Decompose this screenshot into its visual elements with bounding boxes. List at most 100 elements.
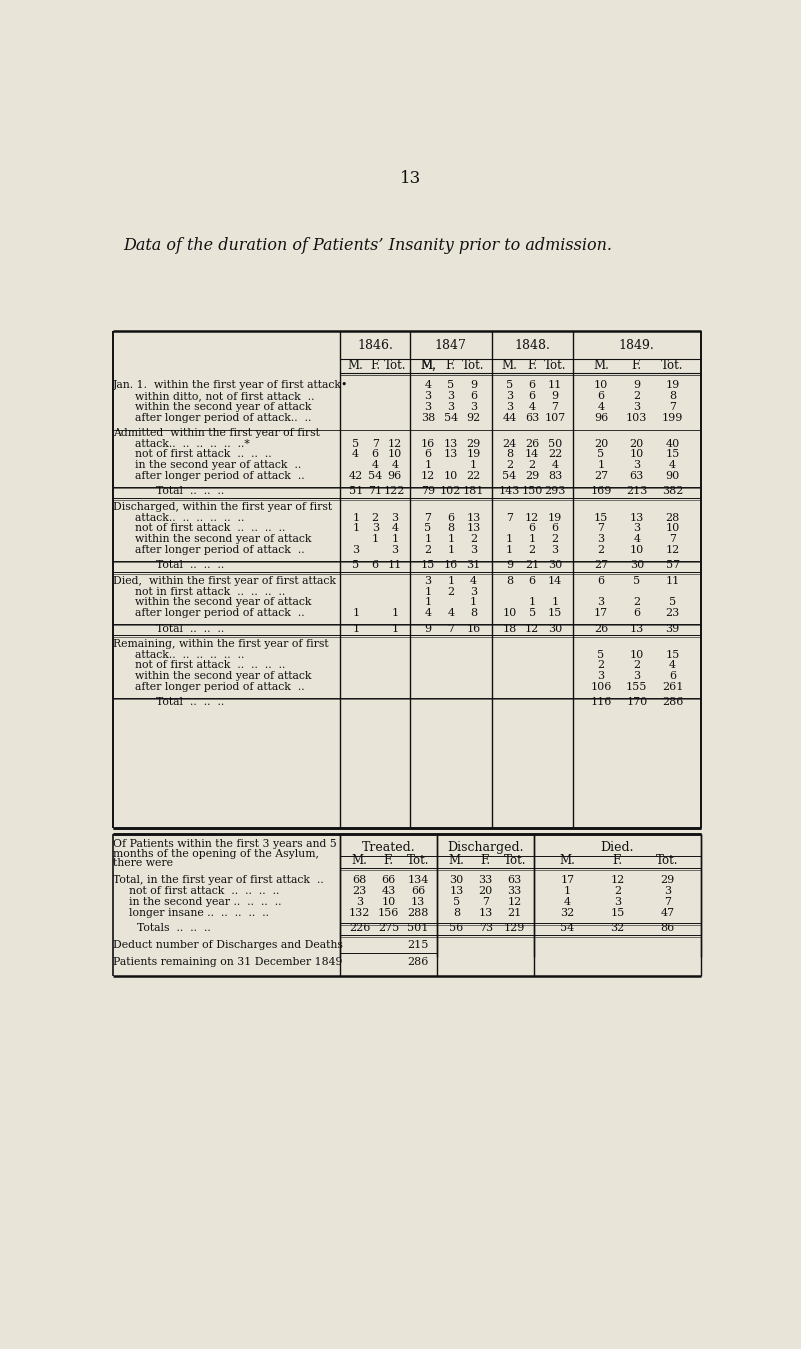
Text: 261: 261 [662,683,683,692]
Text: 3: 3 [551,545,558,554]
Text: 8: 8 [506,449,513,460]
Text: 1: 1 [352,623,360,634]
Text: 3: 3 [447,391,454,401]
Text: 9: 9 [470,380,477,390]
Text: Tot.: Tot. [407,854,429,867]
Text: 4: 4 [529,402,536,411]
Text: 3: 3 [634,523,640,533]
Text: Total  ..  ..  ..: Total .. .. .. [156,560,224,571]
Text: 47: 47 [660,908,674,917]
Text: F.: F. [613,854,622,867]
Text: 2: 2 [634,391,640,401]
Text: Tot.: Tot. [384,359,406,372]
Text: Discharged.: Discharged. [448,840,524,854]
Text: 2: 2 [447,587,454,596]
Text: 11: 11 [388,560,402,571]
Text: 2: 2 [372,513,379,522]
Text: 19: 19 [666,380,680,390]
Text: 3: 3 [470,402,477,411]
Text: attack..  ..  ..  ..  ..  ..: attack.. .. .. .. .. .. [135,650,244,660]
Text: 134: 134 [407,876,429,885]
Text: 10: 10 [666,523,680,533]
Text: 1: 1 [352,523,360,533]
Text: 79: 79 [421,487,435,496]
Text: 15: 15 [548,608,562,618]
Text: 10: 10 [382,897,396,907]
Text: 10: 10 [502,608,517,618]
Text: 20: 20 [630,438,644,449]
Text: 71: 71 [368,487,382,496]
Text: 13: 13 [444,438,458,449]
Text: Patients remaining on 31 December 1849: Patients remaining on 31 December 1849 [113,956,343,967]
Text: there were: there were [113,858,173,869]
Text: 68: 68 [352,876,367,885]
Text: 51: 51 [348,487,363,496]
Text: 1849.: 1849. [619,339,654,352]
Text: M.: M. [348,359,364,372]
Text: 275: 275 [378,923,400,934]
Text: 1: 1 [391,623,398,634]
Text: not of first attack  ..  ..  ..  ..: not of first attack .. .. .. .. [129,886,280,896]
Text: 17: 17 [561,876,574,885]
Text: 1: 1 [425,587,432,596]
Text: 29: 29 [660,876,674,885]
Text: 132: 132 [349,908,370,917]
Text: 6: 6 [529,576,536,585]
Text: 170: 170 [626,697,647,707]
Text: after longer period of attack  ..: after longer period of attack .. [135,608,304,618]
Text: 2: 2 [598,661,605,670]
Text: F.: F. [370,359,380,372]
Text: 20: 20 [594,438,608,449]
Text: 86: 86 [660,923,674,934]
Text: 1: 1 [447,545,454,554]
Text: 13: 13 [630,623,644,634]
Text: 96: 96 [388,471,402,482]
Text: 54: 54 [502,471,517,482]
Text: 143: 143 [499,487,520,496]
Text: 13: 13 [411,897,425,907]
Text: 7: 7 [664,897,671,907]
Text: 2: 2 [634,598,640,607]
Text: 501: 501 [407,923,429,934]
Text: 2: 2 [470,534,477,544]
Text: 5: 5 [598,449,605,460]
Text: 11: 11 [548,380,562,390]
Text: 54: 54 [368,471,382,482]
Text: 2: 2 [634,661,640,670]
Text: 12: 12 [525,513,539,522]
Text: 12: 12 [508,897,522,907]
Text: 6: 6 [598,391,605,401]
Text: Totals  ..  ..  ..: Totals .. .. .. [136,923,211,934]
Text: 31: 31 [466,560,481,571]
Text: 16: 16 [444,560,458,571]
Text: 3: 3 [470,545,477,554]
Text: Data of the duration of Patients’ Insanity prior to admission.: Data of the duration of Patients’ Insani… [123,236,613,254]
Text: Of Patients within the first 3 years and 5: Of Patients within the first 3 years and… [113,839,337,849]
Text: 63: 63 [630,471,644,482]
Text: 19: 19 [548,513,562,522]
Text: 30: 30 [630,560,644,571]
Text: after longer period of attack..  ..: after longer period of attack.. .. [135,413,312,422]
Text: 12: 12 [610,876,625,885]
Text: F.: F. [632,359,642,372]
Text: M.: M. [352,854,368,867]
Text: within the second year of attack: within the second year of attack [135,402,312,411]
Text: 1: 1 [529,534,536,544]
Text: Deduct number of Discharges and Deaths: Deduct number of Discharges and Deaths [113,940,343,950]
Text: 50: 50 [548,438,562,449]
Text: 6: 6 [529,391,536,401]
Text: 1: 1 [529,598,536,607]
Text: 6: 6 [470,391,477,401]
Text: 3: 3 [425,402,432,411]
Text: 10: 10 [630,449,644,460]
Text: Tot.: Tot. [462,359,485,372]
Text: 7: 7 [669,534,676,544]
Text: M,: M, [420,359,436,372]
Text: 3: 3 [356,897,364,907]
Text: F.: F. [384,854,394,867]
Text: M.: M. [420,359,436,372]
Text: 38: 38 [421,413,435,422]
Text: within the second year of attack: within the second year of attack [135,598,312,607]
Text: 129: 129 [504,923,525,934]
Text: within ditto, not of first attack  ..: within ditto, not of first attack .. [135,391,315,401]
